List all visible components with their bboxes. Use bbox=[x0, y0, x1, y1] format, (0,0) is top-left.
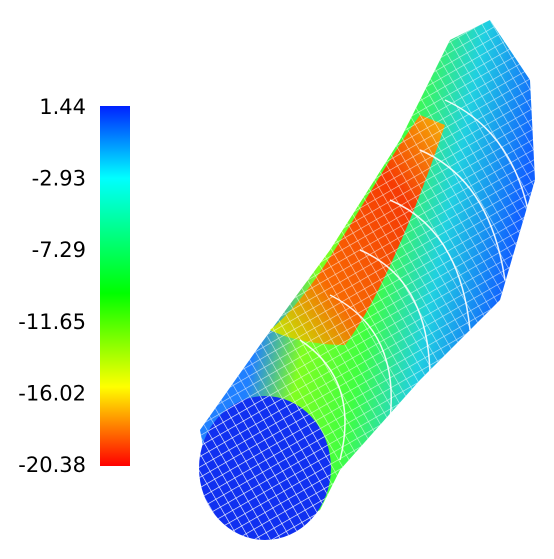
colorbar-tick-label: -11.65 bbox=[18, 310, 86, 334]
deformed-cylinder bbox=[199, 20, 535, 540]
colorbar-tick-label: -16.02 bbox=[18, 381, 86, 405]
colorbar-tick-label: -7.29 bbox=[32, 238, 86, 262]
colorbar-tick-label: 1.44 bbox=[39, 95, 86, 119]
colorbar bbox=[100, 106, 130, 466]
colorbar-tick-label: -2.93 bbox=[32, 167, 86, 191]
colorbar-tick-label: -20.38 bbox=[18, 453, 86, 477]
